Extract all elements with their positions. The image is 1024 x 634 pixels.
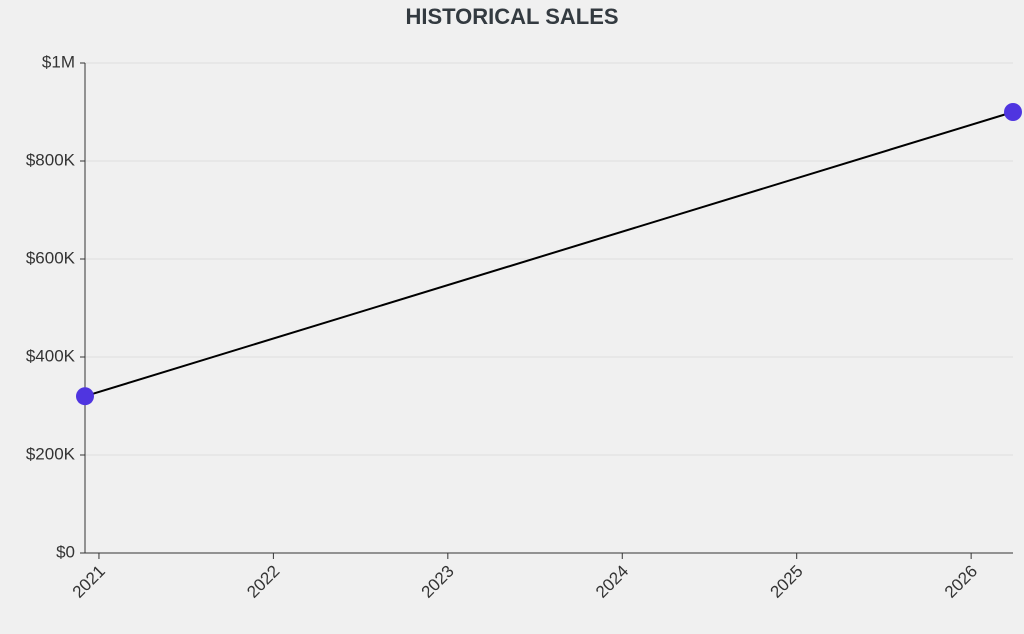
point (1004, 103, 1022, 121)
line (84, 111, 1014, 398)
point (76, 387, 94, 406)
x-tick-label: 2025 (767, 562, 807, 602)
y-tick-label: $800K (26, 150, 76, 169)
x-tick-label: 2024 (592, 562, 632, 602)
y-tick-label: $600K (26, 248, 76, 267)
y-tick-label: $1M (42, 52, 75, 71)
y-tick-label: $400K (26, 346, 76, 365)
x-tick-label: 2022 (243, 562, 283, 602)
x-tick-label: 2026 (941, 562, 981, 602)
y-tick-label: $0 (56, 542, 75, 561)
x-tick-label: 2023 (418, 562, 458, 602)
chart-title: HISTORICAL SALES (405, 4, 618, 29)
y-tick-label: $200K (26, 444, 76, 463)
x-tick-label: 2021 (69, 562, 109, 602)
